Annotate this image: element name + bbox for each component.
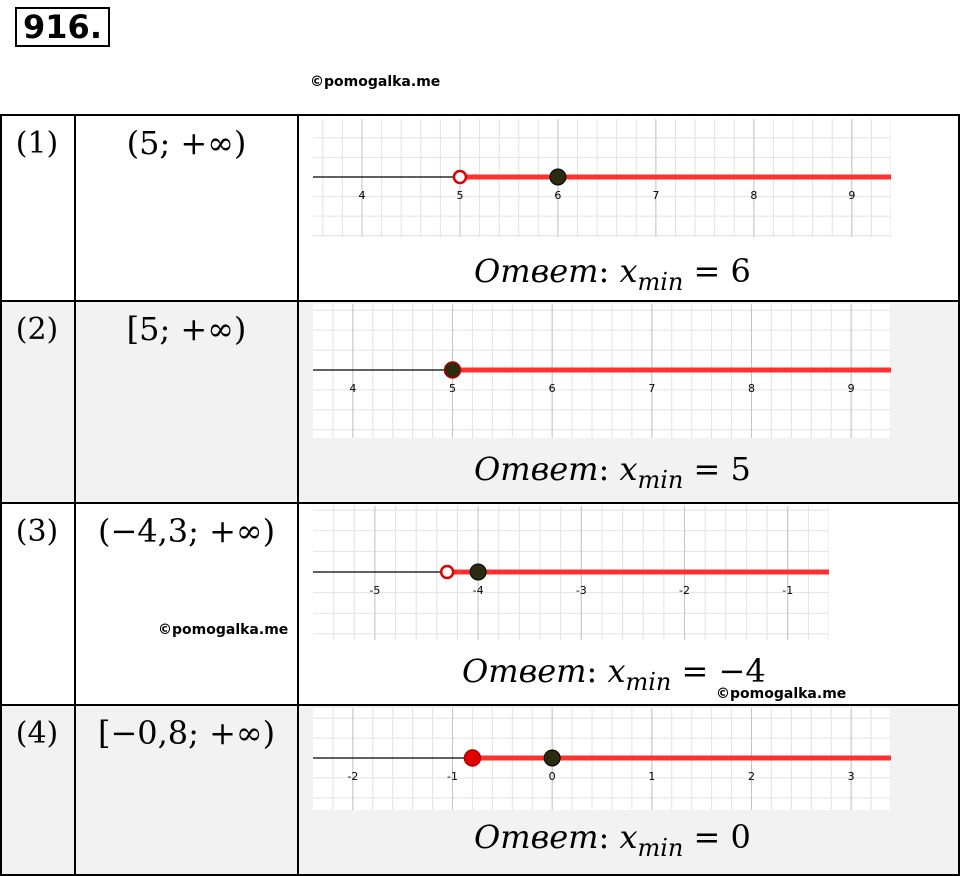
table-border-right — [958, 114, 960, 876]
tick-label: -1 — [447, 770, 458, 783]
min-point — [549, 168, 567, 186]
answer-sub: min — [637, 268, 684, 296]
boundary-point-open — [439, 564, 455, 580]
tick-label: 0 — [549, 770, 556, 783]
answer-value: 5 — [730, 450, 751, 488]
row-number: (2) — [0, 302, 76, 502]
tick-label: -5 — [369, 584, 380, 597]
answer-value: 6 — [730, 252, 751, 290]
min-point — [469, 563, 487, 581]
graph-cell: -2 -1 0 1 2 3 Ответ: xmin = 0 — [299, 706, 960, 876]
row-number: (4) — [0, 706, 76, 876]
answer: Ответ: xmin = 0 — [474, 818, 751, 862]
tick-label: 7 — [648, 382, 655, 395]
table-row: (2) [5; +∞) 4 5 6 7 8 9 Ответ: xmin = 5 — [0, 300, 960, 502]
tick-label: 8 — [750, 189, 757, 202]
answer-var: x — [607, 652, 626, 690]
answer-label: Ответ — [474, 252, 599, 290]
graph-cell: 4 5 6 7 8 9 Ответ: xmin = 5 — [299, 302, 960, 502]
table-row: (3) (−4,3; +∞) -5 -4 -3 -2 -1 Ответ: xmin = … — [0, 502, 960, 704]
answer-var: x — [619, 252, 638, 290]
answer: Ответ: xmin = 6 — [474, 252, 751, 296]
table-border-left — [0, 114, 2, 876]
interval-text: (−4,3; +∞) — [76, 504, 299, 704]
interval-text: (5; +∞) — [76, 116, 299, 300]
boundary-point-filled — [443, 361, 462, 379]
number-line: 4 5 6 7 8 9 — [313, 304, 891, 438]
tick-label: 6 — [549, 382, 556, 395]
answer-sub: min — [625, 668, 672, 696]
tick-label: 4 — [349, 382, 356, 395]
graph-cell: 4 5 6 7 8 9 Ответ: xmin = 6 — [299, 116, 960, 300]
table-row: (1) (5; +∞) 4 5 6 7 8 9 Ответ: xmin = 6 — [0, 114, 960, 300]
interval-text: [−0,8; +∞) — [76, 706, 299, 876]
answer-var: x — [619, 818, 638, 856]
number-line: -5 -4 -3 -2 -1 — [313, 506, 829, 640]
tick-label: 8 — [748, 382, 755, 395]
tick-label: 1 — [648, 770, 655, 783]
tick-label: 3 — [848, 770, 855, 783]
problem-number: 916. — [15, 7, 110, 47]
table-row: (4) [−0,8; +∞) -2 -1 0 1 2 3 Ответ: xmin = 0 — [0, 704, 960, 876]
boundary-point-open — [452, 169, 468, 185]
answer-value: −4 — [718, 652, 766, 690]
boundary-point-filled — [463, 749, 482, 767]
answer-sub: min — [637, 834, 684, 862]
tick-label: 5 — [449, 382, 456, 395]
tick-label: 9 — [848, 382, 855, 395]
answer-label: Ответ — [462, 652, 587, 690]
watermark: ©pomogalka.me — [158, 622, 289, 638]
tick-label: -4 — [473, 584, 484, 597]
tick-label: 2 — [748, 770, 755, 783]
solution-table: (1) (5; +∞) 4 5 6 7 8 9 Ответ: xmin = 6 (2) [… — [0, 114, 960, 876]
tick-label: 6 — [554, 189, 561, 202]
tick-label: -2 — [679, 584, 690, 597]
answer-var: x — [619, 450, 638, 488]
answer: Ответ: xmin = 5 — [474, 450, 751, 494]
row-number: (1) — [0, 116, 76, 300]
graph-cell: -5 -4 -3 -2 -1 Ответ: xmin = −4 — [299, 504, 960, 704]
answer: Ответ: xmin = −4 — [462, 652, 766, 696]
tick-label: 5 — [456, 189, 463, 202]
tick-label: 7 — [652, 189, 659, 202]
watermark: ©pomogalka.me — [310, 74, 441, 90]
answer-label: Ответ — [474, 818, 599, 856]
interval-text: [5; +∞) — [76, 302, 299, 502]
tick-label: 9 — [848, 189, 855, 202]
watermark: ©pomogalka.me — [716, 686, 847, 702]
answer-value: 0 — [730, 818, 751, 856]
table-border-bottom — [0, 874, 960, 876]
number-line: -2 -1 0 1 2 3 — [313, 708, 891, 810]
answer-sub: min — [637, 466, 684, 494]
tick-label: -1 — [782, 584, 793, 597]
number-line: 4 5 6 7 8 9 — [313, 119, 891, 237]
tick-label: -3 — [576, 584, 587, 597]
row-number: (3) — [0, 504, 76, 704]
tick-label: 4 — [358, 189, 365, 202]
min-point — [543, 749, 561, 767]
tick-label: -2 — [347, 770, 358, 783]
answer-label: Ответ — [474, 450, 599, 488]
